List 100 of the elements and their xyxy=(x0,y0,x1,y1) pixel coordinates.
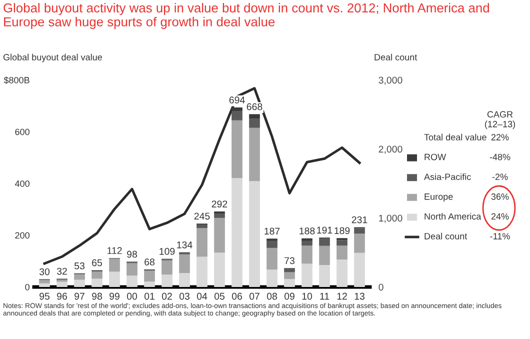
legend-label: Asia-Pacific xyxy=(424,173,471,180)
bar xyxy=(214,218,225,253)
y2-axis-title: Deal count xyxy=(374,54,418,60)
y2-tick-label: 0 xyxy=(378,284,384,291)
total-label: 231 xyxy=(352,216,368,224)
total-label: 53 xyxy=(74,262,84,270)
y-tick-label: 400 xyxy=(14,180,30,187)
bar xyxy=(162,274,172,287)
total-label: 668 xyxy=(246,103,262,110)
text: 24% xyxy=(491,213,509,220)
bar xyxy=(214,214,225,218)
text: 36% xyxy=(491,193,509,200)
bar xyxy=(144,270,155,282)
x-tick-label: 06 xyxy=(232,292,242,300)
bar xyxy=(336,246,348,260)
chart-title: Global buyout activity was up in value but down in count vs. 2012; North America and Europe saw huge spurts of growth in deal value xyxy=(4,3,489,29)
bar xyxy=(56,282,68,287)
legend-label: Europe xyxy=(424,194,453,202)
y-tick-label: 600 xyxy=(15,128,30,136)
bar xyxy=(126,276,138,287)
bar xyxy=(74,274,85,280)
total-label: 191 xyxy=(317,226,332,234)
bar xyxy=(284,272,295,279)
bar xyxy=(249,128,260,182)
bar xyxy=(302,240,312,246)
x-tick-label: 09 xyxy=(284,292,294,300)
bar xyxy=(284,268,295,272)
bar xyxy=(109,272,120,287)
x-tick-label: 02 xyxy=(162,292,172,300)
bar xyxy=(266,270,278,287)
bar xyxy=(126,263,138,276)
bar xyxy=(214,252,225,287)
total-label: 134 xyxy=(177,241,192,248)
total-label: 30 xyxy=(39,268,50,276)
text: CAGR (12–13) xyxy=(485,111,515,130)
total-label: 189 xyxy=(334,227,350,234)
bar xyxy=(336,240,348,246)
bar xyxy=(92,278,102,287)
bar xyxy=(302,264,312,287)
bar xyxy=(302,246,312,264)
total-label: 68 xyxy=(144,258,154,266)
bar xyxy=(232,178,242,287)
bar xyxy=(232,111,242,120)
y2-tick-label: 1,000 xyxy=(379,214,402,223)
total-label: 65 xyxy=(92,259,102,266)
x-tick-label: 01 xyxy=(144,292,154,300)
x-tick-label: 00 xyxy=(126,292,138,300)
bar xyxy=(302,238,312,241)
x-tick-label: 03 xyxy=(179,292,190,300)
x-tick-label: 12 xyxy=(337,292,347,300)
bar xyxy=(249,114,260,119)
x-tick-label: 95 xyxy=(40,292,50,300)
bar xyxy=(319,265,330,287)
text: -2% xyxy=(492,174,508,180)
text: Total deal value xyxy=(424,134,486,140)
x-tick-label: 13 xyxy=(354,292,364,300)
bar xyxy=(92,271,102,279)
bar xyxy=(266,248,278,270)
legend-label: Deal count xyxy=(424,232,468,240)
bar xyxy=(109,258,120,272)
text: -11% xyxy=(490,233,510,240)
bar xyxy=(284,278,295,287)
y2-tick-label: 3,000 xyxy=(378,76,402,85)
y2-tick-label: 2,000 xyxy=(378,146,402,154)
bar xyxy=(214,211,225,214)
x-tick-label: 05 xyxy=(214,292,224,300)
total-label: 73 xyxy=(284,257,294,264)
bar xyxy=(196,256,208,287)
bar xyxy=(39,280,50,284)
bar xyxy=(74,280,85,287)
y-tick-label: $800B xyxy=(4,76,30,84)
total-label: 112 xyxy=(107,247,122,254)
total-label: 292 xyxy=(212,200,228,208)
total-label: 245 xyxy=(194,212,210,220)
bar xyxy=(266,240,278,248)
x-tick-label: 10 xyxy=(302,292,312,300)
total-label: 187 xyxy=(264,228,280,235)
bar xyxy=(249,181,260,287)
total-label: 188 xyxy=(300,227,315,234)
bar xyxy=(179,254,190,274)
bar xyxy=(319,238,330,246)
bar xyxy=(354,252,365,287)
x-tick-label: 04 xyxy=(196,292,208,300)
x-tick-label: 08 xyxy=(266,292,277,300)
bar xyxy=(39,283,50,287)
x-tick-label: 96 xyxy=(57,292,67,300)
y-tick-label: 0 xyxy=(25,284,30,290)
y-axis-title: Global buyout deal value xyxy=(3,54,102,62)
x-tick-label: 97 xyxy=(74,292,84,300)
bar xyxy=(179,273,190,287)
x-tick-label: 07 xyxy=(249,292,260,300)
x-tick-label: 99 xyxy=(110,292,120,300)
text: 22% xyxy=(491,134,509,140)
bar xyxy=(354,228,365,234)
bar xyxy=(144,282,155,287)
total-label: 109 xyxy=(160,248,175,255)
bar xyxy=(319,246,330,266)
bar xyxy=(232,120,242,178)
bar xyxy=(196,228,208,257)
bar xyxy=(336,260,348,287)
